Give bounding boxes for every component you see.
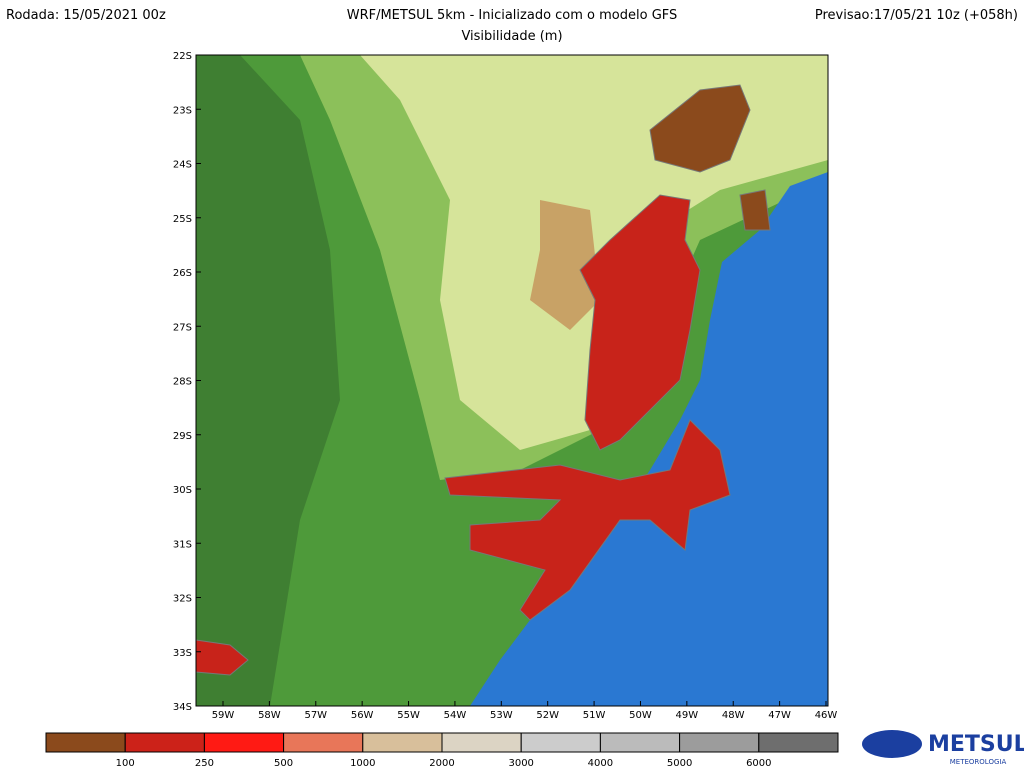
colorbar-swatch	[679, 732, 760, 753]
land-plain	[196, 55, 340, 706]
colorbar-swatch	[203, 732, 285, 753]
colorbar-label: 1000	[350, 758, 375, 769]
lat-label: 30S	[173, 485, 192, 496]
lat-label: 24S	[173, 160, 192, 171]
colorbar-swatch	[441, 732, 522, 753]
lon-label: 47W	[768, 710, 791, 721]
title: WRF/METSUL 5km - Inicializado com o mode…	[347, 8, 678, 23]
map	[195, 54, 829, 707]
colorbar-swatch	[362, 732, 443, 753]
lon-label: 46W	[815, 710, 838, 721]
subtitle: Visibilidade (m)	[461, 29, 562, 44]
lon-label: 49W	[676, 710, 699, 721]
lon-label: 53W	[490, 710, 513, 721]
brown-region	[739, 189, 771, 231]
colorbar-swatch	[124, 732, 205, 753]
colorbar-label: 250	[195, 758, 214, 769]
colorbar-label: 500	[274, 758, 293, 769]
colorbar-swatch	[599, 732, 681, 753]
lat-label: 27S	[173, 322, 192, 333]
colorbar-label: 2000	[429, 758, 454, 769]
logo: METSUL METEOROLOGIA	[862, 730, 1024, 766]
lat-label: 31S	[173, 539, 192, 550]
lon-label: 54W	[444, 710, 467, 721]
lon-label: 59W	[212, 710, 235, 721]
lon-label: 58W	[258, 710, 281, 721]
logo-globe	[862, 730, 922, 758]
lon-label: 56W	[351, 710, 374, 721]
colorbar-swatch	[520, 732, 601, 753]
lon-label: 48W	[722, 710, 745, 721]
colorbar-swatch	[758, 732, 839, 753]
red-region	[444, 419, 731, 621]
logo-name: METSUL	[928, 732, 1024, 757]
colorbar-label: 3000	[508, 758, 533, 769]
lat-label: 29S	[173, 431, 192, 442]
brown-region	[649, 84, 751, 173]
lon-label: 57W	[304, 710, 327, 721]
lat-label: 26S	[173, 268, 192, 279]
lat-label: 28S	[173, 377, 192, 388]
forecast-label: Previsao:17/05/21 10z (+058h)	[815, 8, 1018, 23]
lon-label: 51W	[583, 710, 606, 721]
colorbar: 100 250 500 1000 2000 3000 4000 5000 6000	[45, 732, 839, 769]
lat-label: 23S	[173, 105, 192, 116]
lon-label: 55W	[397, 710, 420, 721]
colorbar-label: 100	[116, 758, 135, 769]
red-region	[579, 194, 701, 451]
lon-label: 52W	[536, 710, 559, 721]
lat-label: 34S	[173, 702, 192, 713]
colorbar-swatch	[283, 732, 364, 753]
land-peak	[530, 200, 600, 330]
colorbar-label: 5000	[667, 758, 692, 769]
lat-label: 33S	[173, 648, 192, 659]
run-label: Rodada: 15/05/2021 00z	[6, 8, 166, 23]
colorbar-label: 6000	[746, 758, 771, 769]
lon-label: 50W	[629, 710, 652, 721]
lat-label: 25S	[173, 214, 192, 225]
lat-label: 22S	[173, 51, 192, 62]
ocean	[470, 120, 828, 706]
logo-tagline: METEOROLOGIA	[950, 758, 1007, 766]
colorbar-label: 4000	[588, 758, 613, 769]
colorbar-swatch	[45, 732, 126, 753]
lat-label: 32S	[173, 594, 192, 605]
